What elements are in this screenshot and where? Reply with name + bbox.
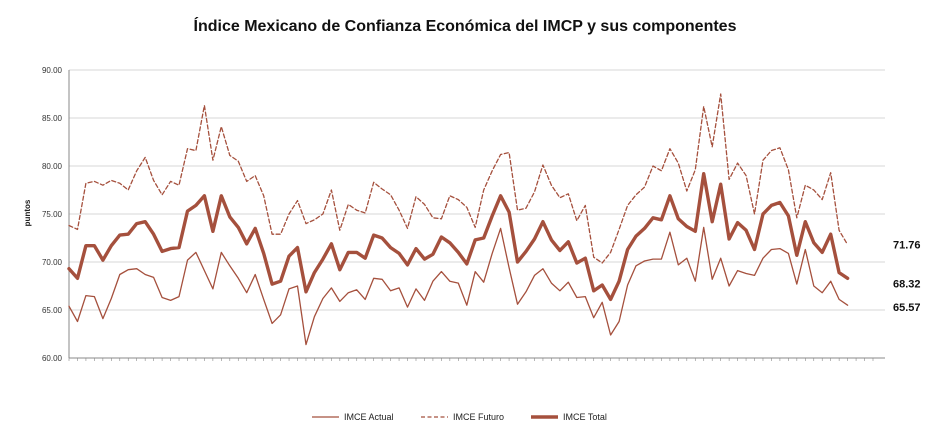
y-tick-label: 85.00 xyxy=(42,114,63,123)
end-value-label: 71.76 xyxy=(893,240,921,252)
legend: IMCE Actual IMCE Futuro IMCE Total xyxy=(312,412,607,422)
y-tick-label: 90.00 xyxy=(42,66,63,75)
end-value-label: 68.32 xyxy=(893,278,921,290)
series-line-imce-total xyxy=(67,171,850,302)
series-lines xyxy=(67,93,850,346)
end-labels: 71.76 68.32 65.57 xyxy=(893,240,921,314)
y-tick-label: 65.00 xyxy=(42,306,63,315)
y-tick-label: 70.00 xyxy=(42,258,63,267)
chart-title: Índice Mexicano de Confianza Económica d… xyxy=(194,16,737,35)
legend-label-imce-futuro: IMCE Futuro xyxy=(453,412,504,422)
x-axis-ticks xyxy=(68,358,874,361)
y-axis-ticks: 60.00 65.00 70.00 75.00 80.00 85.00 90.00 xyxy=(42,66,63,363)
series-line-imce-actual xyxy=(68,226,849,346)
y-tick-label: 80.00 xyxy=(42,162,63,171)
gridlines xyxy=(68,69,885,359)
series-line-imce-futuro xyxy=(68,93,849,264)
legend-label-imce-actual: IMCE Actual xyxy=(344,412,394,422)
legend-label-imce-total: IMCE Total xyxy=(563,412,607,422)
y-tick-label: 60.00 xyxy=(42,354,63,363)
end-value-label: 65.57 xyxy=(893,302,921,314)
y-axis-label: puntos xyxy=(23,199,32,226)
y-tick-label: 75.00 xyxy=(42,210,63,219)
